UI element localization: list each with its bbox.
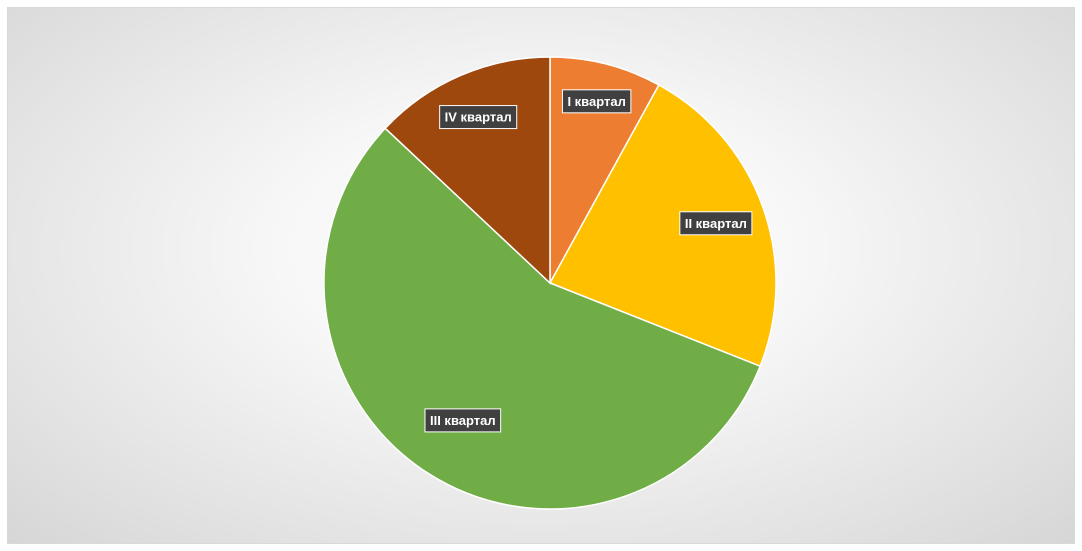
data-label-text: IV квартал [445,110,512,125]
pie-labels: I квартал II квартал III квартал IV квартал [424,89,753,433]
data-label-q3: III квартал [424,408,502,433]
data-label-text: III квартал [430,413,496,428]
data-label-background [561,89,632,114]
pie-slices [323,56,777,510]
pie-slice-q2 [548,83,777,368]
data-label-q4: IV квартал [439,105,518,130]
data-label-background [439,105,518,130]
data-label-background [424,408,502,433]
pie-slice-q1 [549,56,660,284]
data-label-text: I квартал [567,94,625,109]
data-label-q2: II квартал [679,211,753,236]
data-label-background [679,211,753,236]
data-label-text: II квартал [685,216,747,231]
data-label-q1: I квартал [561,89,632,114]
